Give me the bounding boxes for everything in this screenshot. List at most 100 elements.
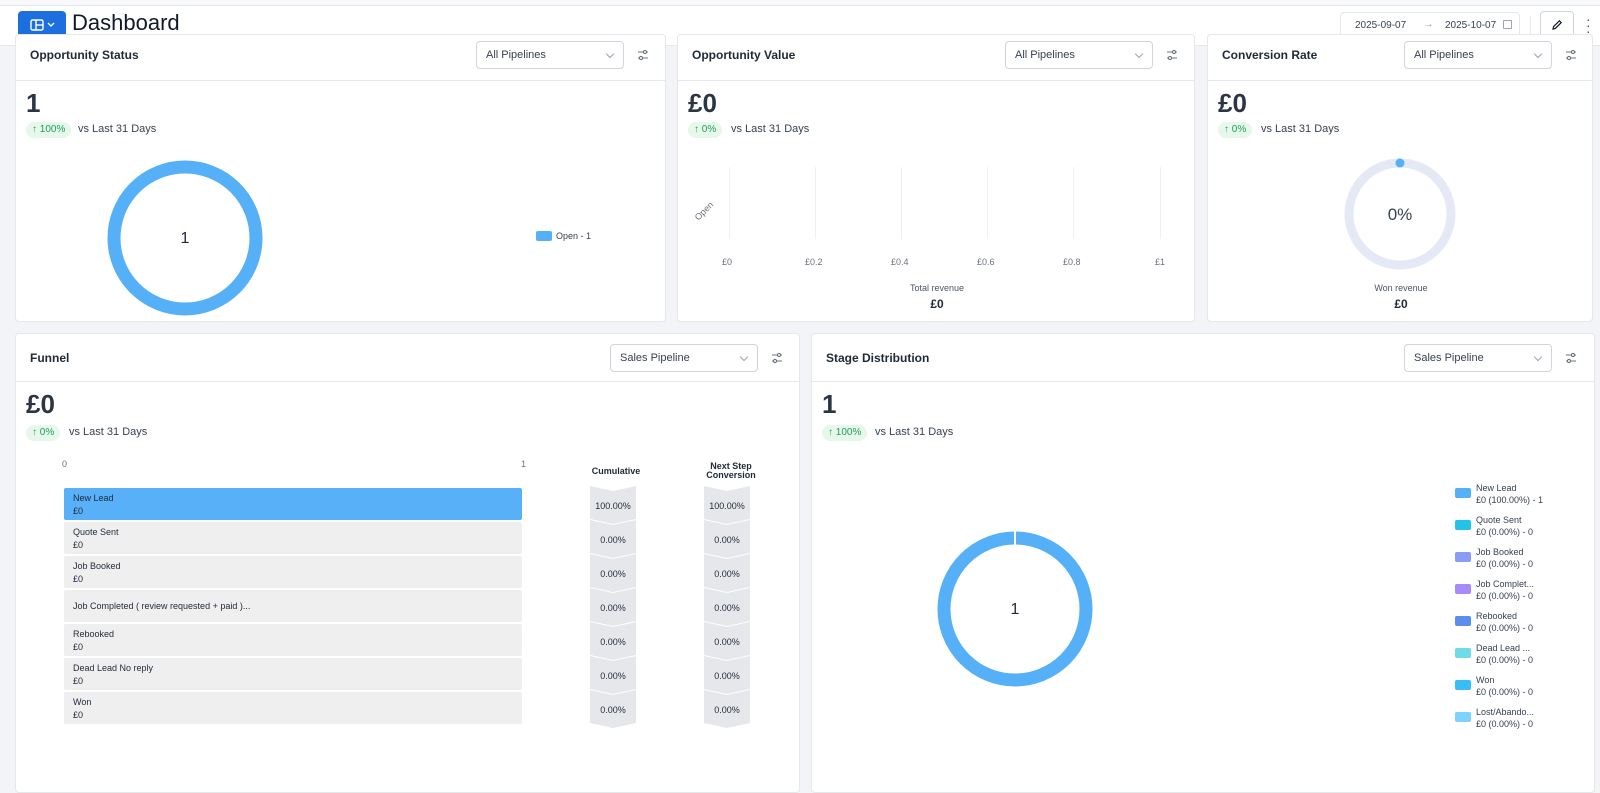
pipeline-filter-select[interactable]: All Pipelines	[1404, 41, 1552, 69]
funnel-row-job-completed[interactable]: Job Completed ( review requested + paid …	[64, 590, 522, 622]
filter-settings-icon[interactable]	[770, 351, 784, 365]
pencil-icon	[1552, 19, 1563, 30]
chevron-down-icon	[1134, 49, 1144, 59]
comparison-label: vs Last 31 Days	[1261, 123, 1340, 135]
donut-slice-open	[107, 160, 263, 316]
conversion-rate-card: Conversion Rate All Pipelines £0 ↑ 0% vs…	[1207, 34, 1593, 322]
opportunity-status-card: Opportunity Status All Pipelines 1 ↑ 100…	[15, 34, 666, 322]
gridline	[1073, 167, 1074, 239]
chevron-down-icon	[1533, 49, 1543, 59]
donut-center-value: 1	[1010, 601, 1020, 618]
legend-name: Won	[1476, 675, 1495, 685]
legend-swatch-won	[1455, 680, 1471, 690]
legend-swatch-open	[536, 231, 552, 241]
legend-detail: £0 (0.00%) - 0	[1476, 687, 1534, 697]
funnel-row-quote-sent[interactable]: Quote Sent £0	[64, 522, 522, 554]
card-title: Stage Distribution	[826, 351, 930, 365]
legend-swatch-new-lead	[1455, 488, 1471, 498]
footer-label: Total revenue	[909, 283, 965, 293]
next-step-cell: 0.00%	[704, 520, 750, 558]
funnel-row-new-lead[interactable]: New Lead £0	[64, 488, 522, 520]
legend-name: Job Complet...	[1476, 579, 1535, 589]
more-options-icon[interactable]: · · ·	[1586, 11, 1591, 39]
cumulative-value: 0.00%	[600, 637, 626, 647]
select-value: All Pipelines	[1414, 49, 1474, 61]
pipeline-filter-select[interactable]: All Pipelines	[1005, 41, 1153, 69]
legend-name: Job Booked	[1476, 547, 1524, 557]
stage-value: £0	[73, 540, 84, 550]
next-step-value: 0.00%	[714, 603, 740, 613]
next-step-cell: 0.00%	[704, 554, 750, 592]
funnel-row-dead-lead[interactable]: Dead Lead No reply £0	[64, 658, 522, 690]
select-value: All Pipelines	[1015, 49, 1075, 61]
legend-swatch-lost-abandoned	[1455, 712, 1471, 722]
stage-value: £0	[73, 710, 84, 720]
pipeline-filter-select[interactable]: All Pipelines	[476, 41, 624, 69]
card-divider	[812, 381, 1594, 382]
next-step-cell: 0.00%	[704, 656, 750, 694]
funnel-card: Funnel Sales Pipeline £0 ↑ 0% vs Last 31…	[15, 333, 800, 793]
metric-value: £0	[26, 389, 55, 419]
header-line-2: Conversion	[706, 470, 756, 480]
filter-settings-icon[interactable]	[1564, 48, 1578, 62]
cumulative-cell: 0.00%	[590, 622, 636, 660]
x-tick-label: £0.8	[1063, 257, 1081, 267]
cumulative-value: 0.00%	[600, 535, 626, 545]
gridline	[901, 167, 902, 239]
footer-value: £0	[930, 297, 944, 311]
filter-settings-icon[interactable]	[636, 48, 650, 62]
filter-settings-icon[interactable]	[1165, 48, 1179, 62]
card-divider	[16, 80, 665, 81]
legend-swatch-dead-lead	[1455, 648, 1471, 658]
cumulative-column-header: Cumulative	[591, 466, 641, 476]
footer-label: Won revenue	[1374, 283, 1428, 293]
metric-value: £0	[1218, 88, 1247, 118]
opportunity-value-card: Opportunity Value All Pipelines £0 ↑ 0% …	[677, 34, 1195, 322]
next-step-value: 0.00%	[714, 671, 740, 681]
card-title: Funnel	[30, 351, 70, 365]
change-badge: ↑ 100%	[822, 425, 868, 441]
cumulative-cell: 0.00%	[590, 554, 636, 592]
funnel-row-job-booked[interactable]: Job Booked £0	[64, 556, 522, 588]
legend-label-open: Open - 1	[556, 231, 592, 241]
legend-detail: £0 (0.00%) - 0	[1476, 655, 1534, 665]
gridline	[729, 167, 730, 239]
pipeline-filter-select[interactable]: Sales Pipeline	[610, 344, 758, 372]
chevron-down-icon	[739, 352, 749, 362]
cumulative-cell: 0.00%	[590, 520, 636, 558]
next-step-value: 0.00%	[714, 705, 740, 715]
change-badge: ↑ 0%	[1218, 122, 1253, 138]
legend-detail: £0 (0.00%) - 0	[1476, 591, 1534, 601]
gridline	[815, 167, 816, 239]
cumulative-value: 0.00%	[600, 603, 626, 613]
filter-settings-icon[interactable]	[1564, 351, 1578, 365]
legend-name: New Lead	[1476, 483, 1517, 493]
gridline	[987, 167, 988, 239]
comparison-label: vs Last 31 Days	[875, 426, 954, 438]
card-title: Conversion Rate	[1222, 48, 1318, 62]
comparison-label: vs Last 31 Days	[69, 426, 148, 438]
next-step-cell: 0.00%	[704, 588, 750, 626]
next-step-value: 0.00%	[714, 569, 740, 579]
page-title: Dashboard	[72, 10, 180, 35]
gridline	[1160, 167, 1161, 239]
metric-value: £0	[688, 88, 717, 118]
chevron-down-icon	[47, 22, 54, 27]
stage-name: Rebooked	[73, 629, 115, 639]
select-value: Sales Pipeline	[620, 352, 690, 364]
card-title: Opportunity Status	[30, 48, 139, 62]
stage-value: £0	[73, 506, 84, 516]
conversion-gauge	[1344, 158, 1456, 270]
funnel-row-won[interactable]: Won £0	[64, 692, 522, 724]
cumulative-value: 0.00%	[600, 569, 626, 579]
gauge-value: 0%	[1387, 205, 1413, 224]
chevron-down-icon	[1533, 352, 1543, 362]
pipeline-filter-select[interactable]: Sales Pipeline	[1404, 344, 1552, 372]
stage-value: £0	[73, 642, 84, 652]
legend-detail: £0 (0.00%) - 0	[1476, 623, 1534, 633]
cumulative-cell: 0.00%	[590, 690, 636, 728]
y-category-label: Open	[692, 199, 716, 223]
arrow-right-icon: →	[1423, 18, 1434, 30]
next-step-value: 0.00%	[714, 535, 740, 545]
funnel-row-rebooked[interactable]: Rebooked £0	[64, 624, 522, 656]
